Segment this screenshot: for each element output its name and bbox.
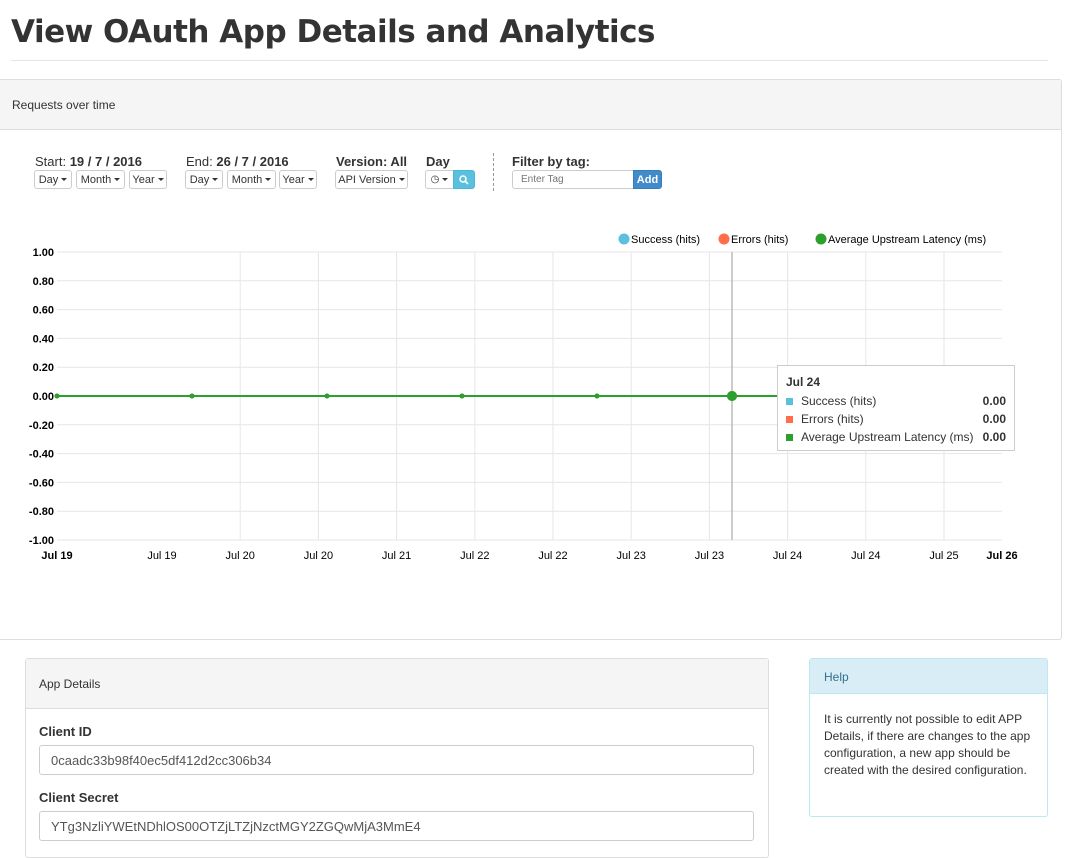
series-swatch: [786, 433, 793, 441]
tooltip-value: 0.00: [982, 412, 1006, 426]
help-title: Help: [810, 659, 1047, 694]
y-tick-label: -0.40: [29, 449, 54, 461]
legend-label: Average Upstream Latency (ms): [828, 234, 986, 246]
version-label: Version: All: [336, 154, 408, 169]
divider: [493, 153, 494, 191]
start-month-dropdown[interactable]: Month: [76, 170, 125, 189]
requests-chart: 1.00 0.80 0.60 0.40 0.20 0.00 -0.20 -0.40 -0.60 -…: [29, 233, 1018, 562]
tooltip-series-name: Average Upstream Latency (ms): [801, 430, 974, 444]
tooltip-title: Jul 24: [786, 375, 821, 389]
tooltip-value: 0.00: [982, 394, 1006, 408]
x-tick-label: Jul 23: [617, 550, 646, 562]
data-point: [594, 393, 600, 399]
tooltip-series-name: Success (hits): [801, 394, 877, 408]
y-tick-label: 0.60: [33, 305, 54, 317]
data-point: [189, 393, 195, 399]
y-tick-label: -1.00: [29, 535, 54, 547]
end-day-dropdown[interactable]: Day: [185, 170, 223, 189]
api-version-dropdown[interactable]: API Version: [335, 170, 408, 189]
legend-marker: [618, 233, 630, 245]
client-id-field[interactable]: 0caadc33b98f40ec5df412d2cc306b34: [39, 745, 754, 775]
series-swatch: [786, 397, 793, 405]
x-tick-label: Jul 22: [460, 550, 489, 562]
legend-marker: [718, 233, 730, 245]
x-tick-label: Jul 24: [851, 550, 880, 562]
start-day-dropdown[interactable]: Day: [34, 170, 72, 189]
end-year-dropdown[interactable]: Year: [279, 170, 317, 189]
granularity-dropdown[interactable]: ◷: [425, 170, 454, 189]
tag-input[interactable]: [512, 170, 634, 189]
y-tick-label: -0.60: [29, 477, 54, 489]
y-tick-label: -0.80: [29, 506, 54, 518]
tooltip-row: Success (hits) 0.00: [786, 392, 1006, 410]
data-point: [54, 393, 60, 399]
tooltip-row: Errors (hits) 0.00: [786, 410, 1006, 428]
data-point: [727, 391, 737, 401]
data-point: [459, 393, 465, 399]
x-tick-label: Jul 22: [538, 550, 567, 562]
x-tick-label: Jul 25: [929, 550, 958, 562]
tooltip-row: Average Upstream Latency (ms) 0.00: [786, 428, 1006, 446]
x-tick-label: Jul 20: [304, 550, 333, 562]
legend-label: Success (hits): [631, 234, 700, 246]
clock-icon: ◷: [430, 174, 440, 185]
add-tag-button[interactable]: Add: [633, 170, 662, 189]
client-secret-label: Client Secret: [39, 790, 119, 805]
y-tick-label: 0.40: [33, 333, 54, 345]
chart-tooltip: Jul 24 Success (hits) 0.00 Errors (hits) 0.…: [777, 365, 1015, 451]
x-tick-label: Jul 21: [382, 550, 411, 562]
x-tick-label: Jul 24: [773, 550, 802, 562]
granularity-label: Day: [426, 154, 450, 169]
page-title: View OAuth App Details and Analytics: [11, 14, 656, 50]
search-button[interactable]: [453, 170, 475, 189]
tooltip-series-name: Errors (hits): [801, 412, 864, 426]
app-details-title: App Details: [26, 659, 768, 709]
x-tick-label: Jul 20: [226, 550, 255, 562]
y-tick-label: -0.20: [29, 420, 54, 432]
filter-label: Filter by tag:: [512, 154, 591, 169]
x-tick-label: Jul 19: [147, 550, 176, 562]
client-id-label: Client ID: [39, 724, 92, 739]
requests-panel-title: Requests over time: [0, 80, 1061, 130]
data-point: [324, 393, 330, 399]
search-icon: [459, 174, 469, 185]
series-swatch: [786, 415, 793, 423]
tooltip-value: 0.00: [982, 430, 1006, 444]
y-tick-label: 1.00: [33, 247, 54, 259]
start-date: Start: 19 / 7 / 2016: [35, 154, 142, 169]
divider: [11, 60, 1048, 61]
y-tick-label: 0.20: [33, 362, 54, 374]
legend-marker: [815, 233, 827, 245]
y-tick-label: 0.80: [33, 276, 54, 288]
help-panel: Help It is currently not possible to edi…: [809, 658, 1048, 817]
legend-label: Errors (hits): [731, 234, 788, 246]
x-tick-label: Jul 23: [695, 550, 724, 562]
help-text: It is currently not possible to edit APP…: [824, 712, 1031, 777]
client-secret-field[interactable]: YTg3NzliYWEtNDhlOS00OTZjLTZjNzctMGY2ZGQw…: [39, 811, 754, 841]
start-year-dropdown[interactable]: Year: [129, 170, 167, 189]
x-tick-label: Jul 19: [41, 550, 72, 562]
end-month-dropdown[interactable]: Month: [227, 170, 276, 189]
y-tick-label: 0.00: [33, 391, 54, 403]
end-date: End: 26 / 7 / 2016: [186, 154, 289, 169]
x-tick-label: Jul 26: [986, 550, 1017, 562]
